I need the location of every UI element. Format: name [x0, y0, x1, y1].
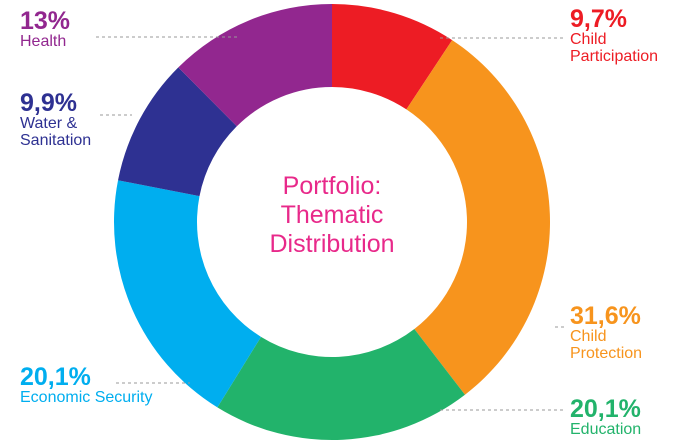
value-label: 31,6% — [570, 302, 641, 330]
category-label: Health — [20, 33, 67, 51]
donut-segment — [114, 180, 262, 408]
category-label: Child Participation — [570, 31, 659, 66]
category-label: Child Protection — [570, 328, 643, 363]
value-label: 20,1% — [20, 363, 91, 391]
donut-segment — [406, 40, 550, 395]
slice-label: 20,1% Economic Security — [20, 364, 190, 407]
category-label: Water & Sanitation — [20, 115, 92, 150]
category-label: Education — [570, 421, 642, 439]
chart-title: Portfolio: Thematic Distribution — [269, 172, 395, 258]
donut-segment — [217, 328, 465, 440]
slice-label: 13% Health — [20, 8, 120, 51]
value-label: 9,9% — [20, 89, 77, 117]
donut-segment — [118, 67, 237, 197]
donut-segment — [332, 4, 453, 110]
category-label: Economic Security — [20, 389, 153, 407]
slice-label: 9,7% Child Participation — [570, 6, 675, 66]
value-label: 9,7% — [570, 5, 627, 33]
slice-label: 31,6% Child Protection — [570, 303, 670, 363]
value-label: 20,1% — [570, 395, 641, 423]
slice-label: 20,1% Education — [570, 396, 670, 439]
slice-label: 9,9% Water & Sanitation — [20, 90, 120, 150]
value-label: 13% — [20, 7, 71, 35]
donut-segment — [178, 4, 332, 127]
